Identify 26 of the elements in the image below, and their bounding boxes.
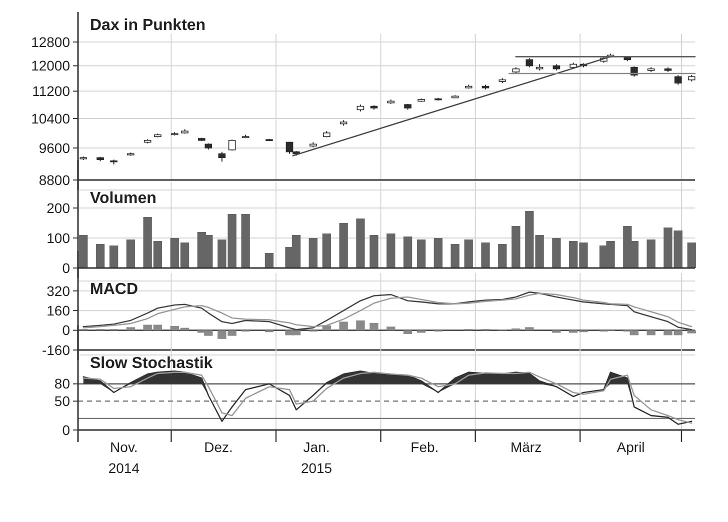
y-tick-label: 50 [54,393,70,410]
y-tick-label: 12800 [31,34,70,50]
chart-title: Dax in Punkten [90,17,206,34]
y-tick-label: 8800 [38,172,70,188]
chart-title: Slow Stochastik [90,355,213,372]
y-tick-label: 9600 [38,140,70,156]
y-tick-label: -160 [42,342,70,358]
y-tick-label: 11200 [32,83,70,100]
y-tick-label: 0 [62,260,70,276]
y-tick-label: 0 [62,322,70,338]
y-tick-label: 80 [54,376,70,392]
x-tick-label: Feb. [410,439,439,455]
x-tick-label: Dez. [204,439,233,455]
y-tick-label: 0 [62,422,70,438]
x-tick-label: Nov. 2014 [108,439,140,476]
x-tick-label: März [510,439,542,455]
y-tick-label: 320 [46,282,70,299]
y-tick-label: 160 [46,302,70,318]
chart-title: Volumen [90,190,156,207]
y-tick-label: 200 [46,200,70,216]
chart-title: MACD [90,281,138,298]
x-tick-label: Jan. 2015 [300,439,332,476]
x-tick-label: April [616,439,645,455]
y-tick-label: 100 [46,230,70,246]
y-tick-label: 12000 [31,58,70,74]
y-tick-label: 10400 [31,110,70,126]
